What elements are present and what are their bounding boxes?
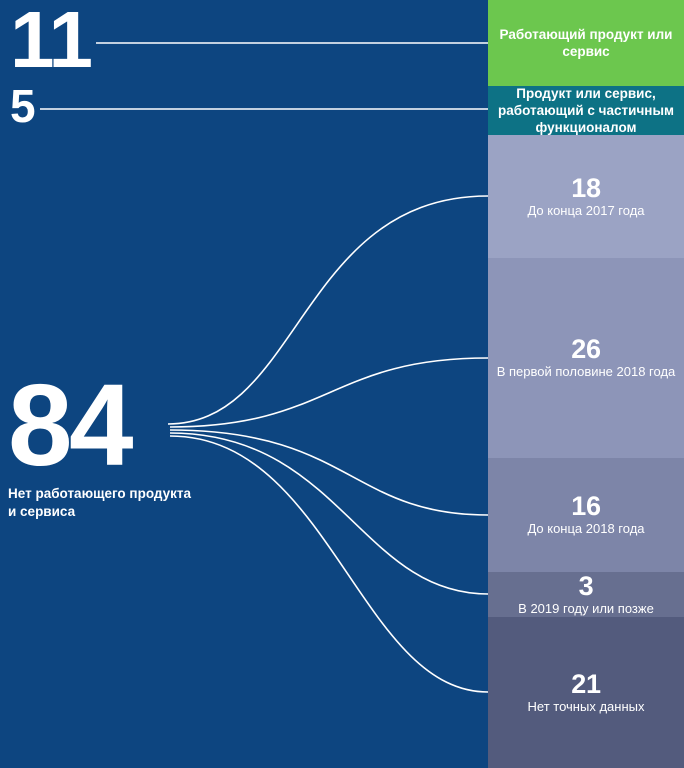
category-title: В 2019 году или позже	[518, 600, 654, 616]
category-title: В первой половине 2018 года	[496, 364, 676, 380]
category-title: До конца 2018 года	[527, 521, 645, 537]
category-value: 21	[571, 668, 601, 699]
main-stat-label: Нет работающего продукта и сервиса	[8, 485, 192, 519]
main-stat-group: 84 Нет работающего продукта и сервиса	[8, 360, 308, 520]
category-title: Нет точных данных	[527, 698, 645, 714]
category-title: Продукт или сервис, работающий с частичн…	[498, 85, 674, 136]
category-block-end-2018[interactable]: 16 До конца 2018 года	[488, 458, 684, 572]
category-block-2019-or-later[interactable]: 3 В 2019 году или позже	[488, 570, 684, 617]
category-block-first-half-2018[interactable]: 26 В первой половине 2018 года	[488, 258, 684, 458]
category-value: 3	[578, 570, 594, 601]
category-block-partial-product[interactable]: Продукт или сервис, работающий с частичн…	[488, 86, 684, 135]
category-value: 26	[571, 334, 601, 365]
category-block-working-product[interactable]: Работающий продукт или сервис	[488, 0, 684, 86]
category-block-no-exact-data[interactable]: 21 Нет точных данных	[488, 617, 684, 768]
category-block-end-2017[interactable]: 18 До конца 2017 года	[488, 135, 684, 258]
main-stat-value: 84	[8, 360, 134, 490]
category-value: 16	[571, 491, 601, 522]
category-value: 18	[571, 172, 601, 203]
stat-value-11: 11	[10, 0, 93, 84]
category-title: До конца 2017 года	[527, 202, 645, 218]
stat-value-5: 5	[10, 80, 36, 132]
category-title: Работающий продукт или сервис	[499, 26, 673, 59]
category-column: Работающий продукт или сервис Продукт ил…	[488, 0, 684, 768]
